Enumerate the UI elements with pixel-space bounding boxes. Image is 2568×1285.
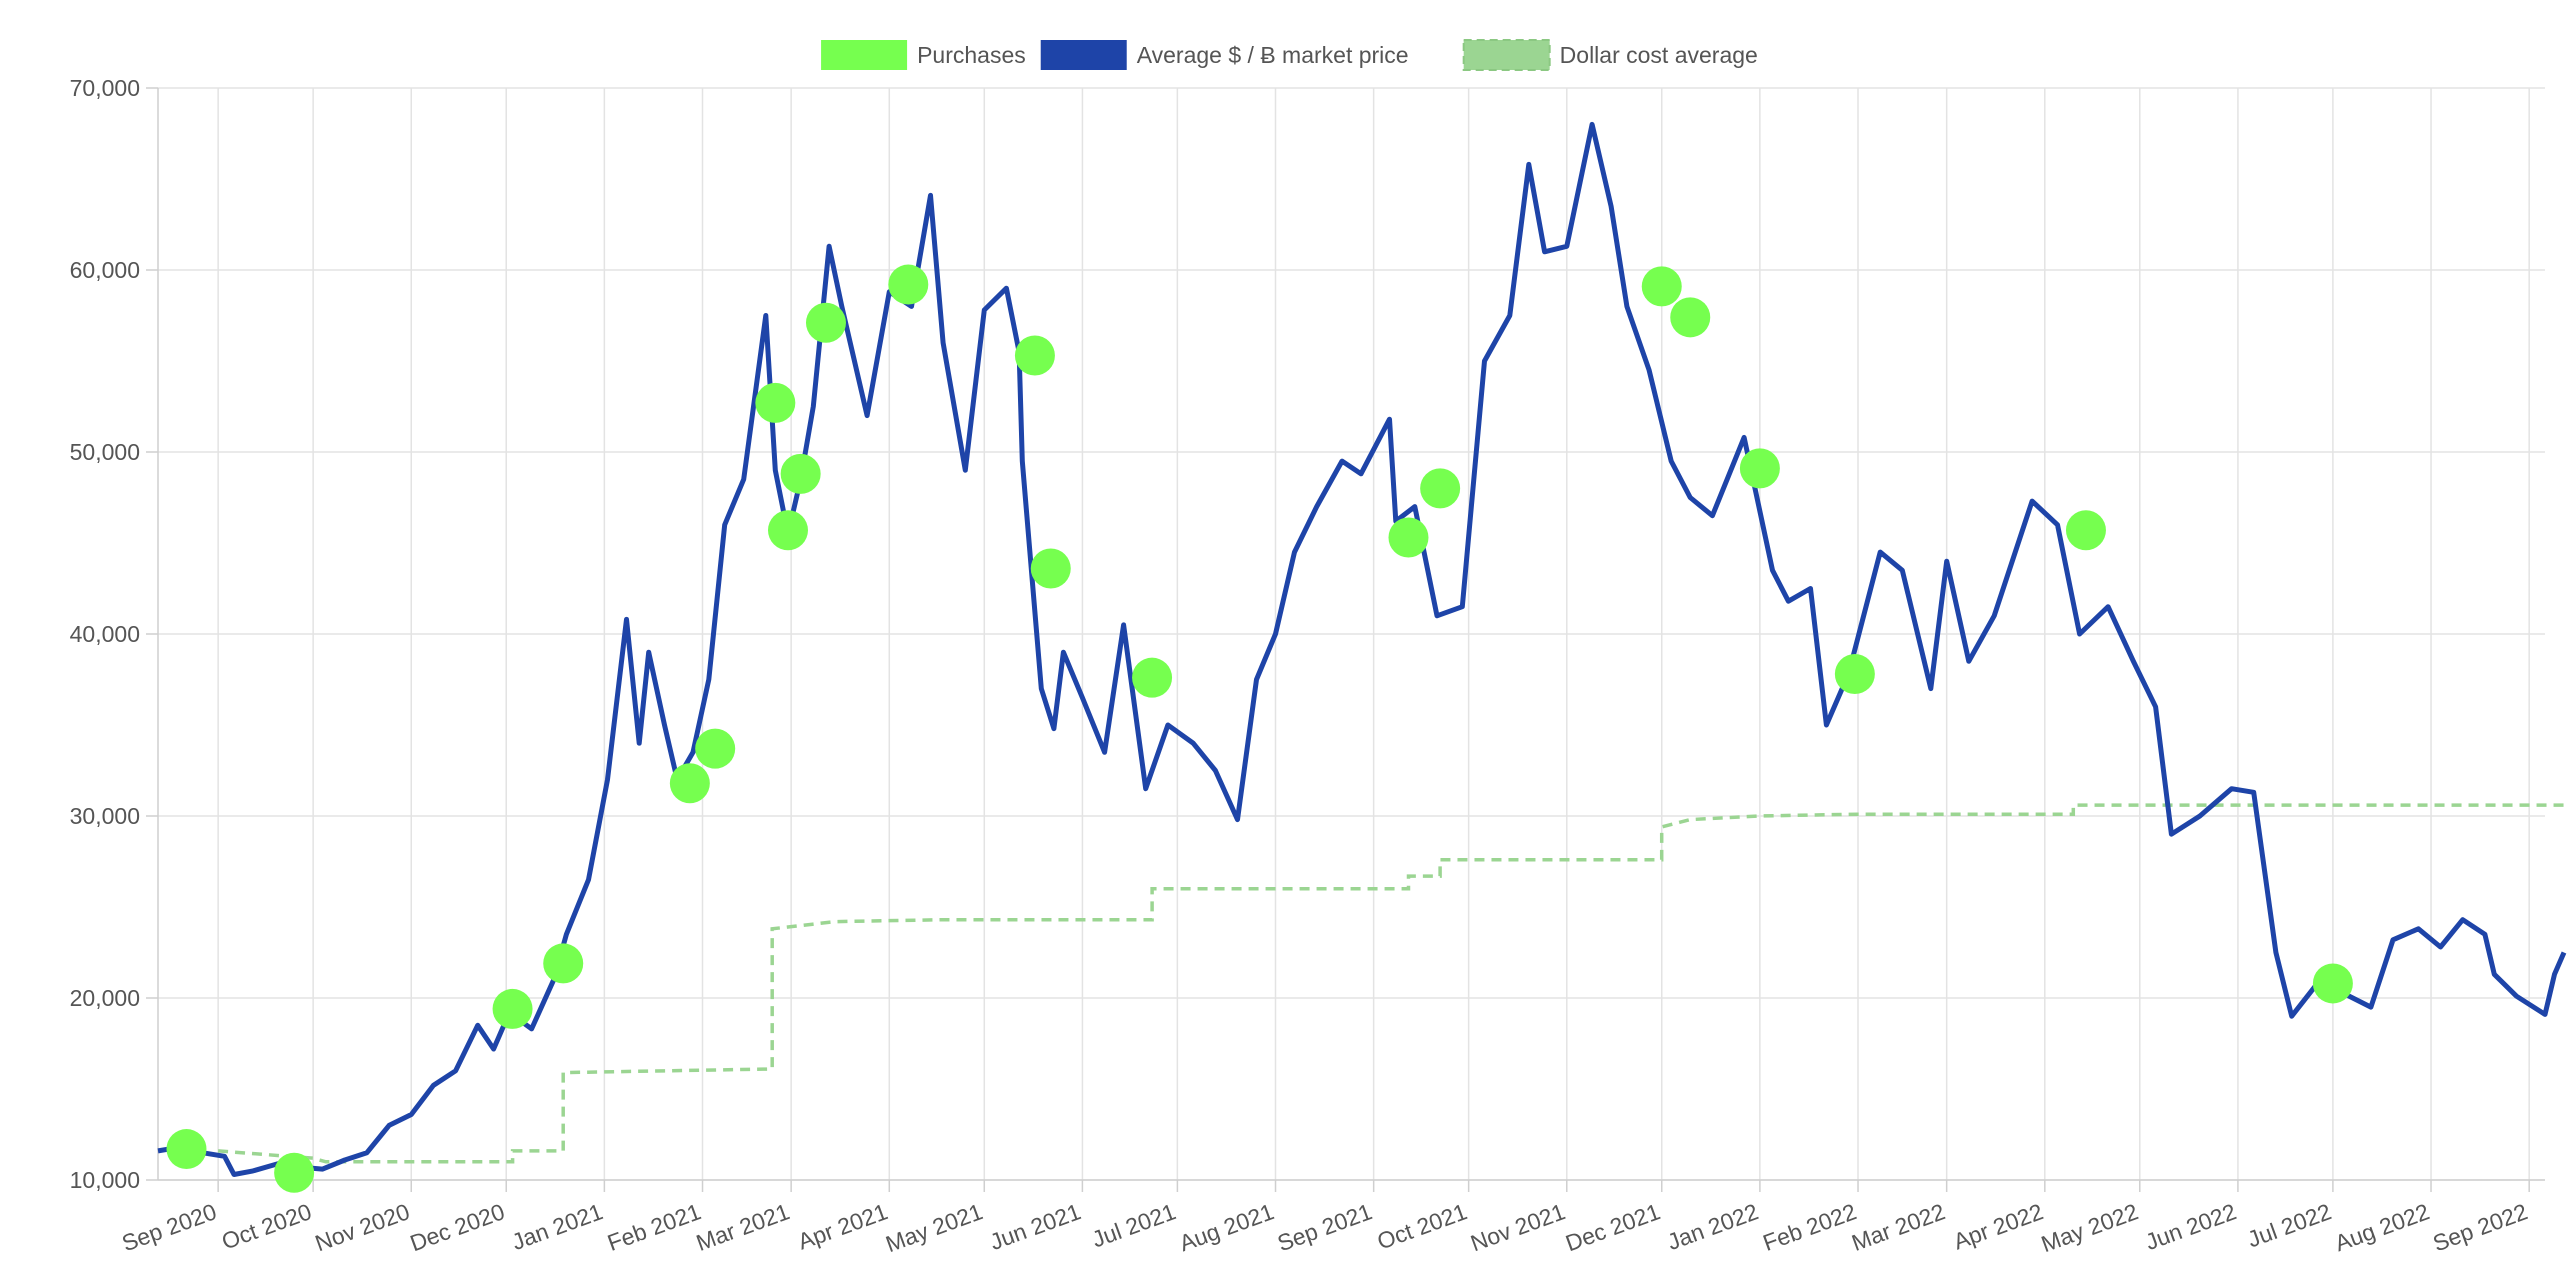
axis-layer: 10,000 20,000 30,000 40,000 50,000 60,000 70,0… xyxy=(70,75,2545,1257)
x-tick-label: Jun 2021 xyxy=(986,1198,1084,1255)
x-tick-label: Dec 2020 xyxy=(407,1198,508,1256)
x-tick-label: Jul 2022 xyxy=(2244,1198,2335,1252)
purchase-point xyxy=(767,510,808,551)
x-tick-label: Oct 2020 xyxy=(218,1198,315,1254)
purchase-point xyxy=(1030,548,1071,589)
x-tick-label: Apr 2021 xyxy=(794,1198,891,1254)
x-tick-label: Mar 2022 xyxy=(1848,1198,1948,1256)
x-tick-label: Sep 2020 xyxy=(118,1198,219,1256)
y-tick-label: 40,000 xyxy=(70,621,140,647)
y-tick-label: 20,000 xyxy=(70,985,140,1011)
purchase-point xyxy=(669,763,710,804)
legend-swatch-dca xyxy=(1462,39,1551,71)
x-tick-label: Sep 2021 xyxy=(1274,1198,1375,1256)
purchase-point xyxy=(1670,297,1711,338)
x-tick-label: Sep 2022 xyxy=(2429,1198,2530,1256)
x-tick-label: Nov 2020 xyxy=(312,1198,413,1256)
x-tick-label: Dec 2021 xyxy=(1562,1198,1663,1256)
purchase-point xyxy=(780,453,821,494)
purchase-point xyxy=(1388,517,1429,558)
x-tick-label: Nov 2021 xyxy=(1467,1198,1568,1256)
dca-layer xyxy=(217,803,2564,1164)
legend-swatch-purchases xyxy=(821,40,908,70)
purchase-point xyxy=(2312,963,2353,1004)
x-tick-label: May 2022 xyxy=(2038,1198,2142,1257)
x-tick-label: Jun 2022 xyxy=(2142,1198,2240,1255)
price-layer xyxy=(157,121,2567,1177)
legend: Purchases Average $ / Ƀ market price Dolla… xyxy=(821,39,1758,71)
dca-series-line xyxy=(217,803,2564,1164)
x-tick-label: Feb 2022 xyxy=(1760,1198,1860,1256)
x-tick-label: Jan 2021 xyxy=(508,1198,606,1255)
purchase-point xyxy=(805,302,846,343)
purchase-point xyxy=(755,382,796,423)
y-tick-label: 50,000 xyxy=(70,439,140,465)
price-series-line xyxy=(157,121,2567,1177)
x-tick-label: Oct 2021 xyxy=(1374,1198,1471,1254)
x-tick-label: Feb 2021 xyxy=(604,1198,704,1256)
purchase-point xyxy=(1132,657,1173,698)
x-tick-label: Mar 2021 xyxy=(693,1198,793,1256)
legend-swatch-price xyxy=(1040,40,1127,70)
purchase-layer xyxy=(166,264,2353,1193)
purchase-point xyxy=(1834,654,1875,695)
purchase-point xyxy=(166,1129,207,1170)
y-tick-label: 60,000 xyxy=(70,257,140,283)
x-tick-label: Aug 2022 xyxy=(2331,1198,2432,1256)
x-tick-label: May 2021 xyxy=(882,1198,986,1257)
purchase-point xyxy=(1420,468,1461,509)
y-tick-label: 10,000 xyxy=(70,1167,140,1193)
purchase-point xyxy=(543,943,584,984)
x-tick-label: Jan 2022 xyxy=(1664,1198,1762,1255)
y-tick-label: 30,000 xyxy=(70,803,140,829)
purchase-point xyxy=(1739,448,1780,489)
purchase-point xyxy=(888,264,929,305)
purchase-point xyxy=(492,988,533,1029)
purchase-point xyxy=(1014,335,1055,376)
legend-label: Dollar cost average xyxy=(1560,42,1758,68)
legend-label: Purchases xyxy=(917,42,1026,68)
y-tick-label: 70,000 xyxy=(70,75,140,101)
x-tick-label: Jul 2021 xyxy=(1088,1198,1179,1252)
purchase-point xyxy=(2065,510,2106,551)
legend-label: Average $ / Ƀ market price xyxy=(1137,42,1409,68)
purchase-point xyxy=(695,728,736,769)
purchase-point xyxy=(274,1152,315,1193)
x-tick-label: Aug 2021 xyxy=(1176,1198,1277,1256)
x-tick-label: Apr 2022 xyxy=(1950,1198,2047,1254)
purchase-point xyxy=(1641,266,1682,307)
